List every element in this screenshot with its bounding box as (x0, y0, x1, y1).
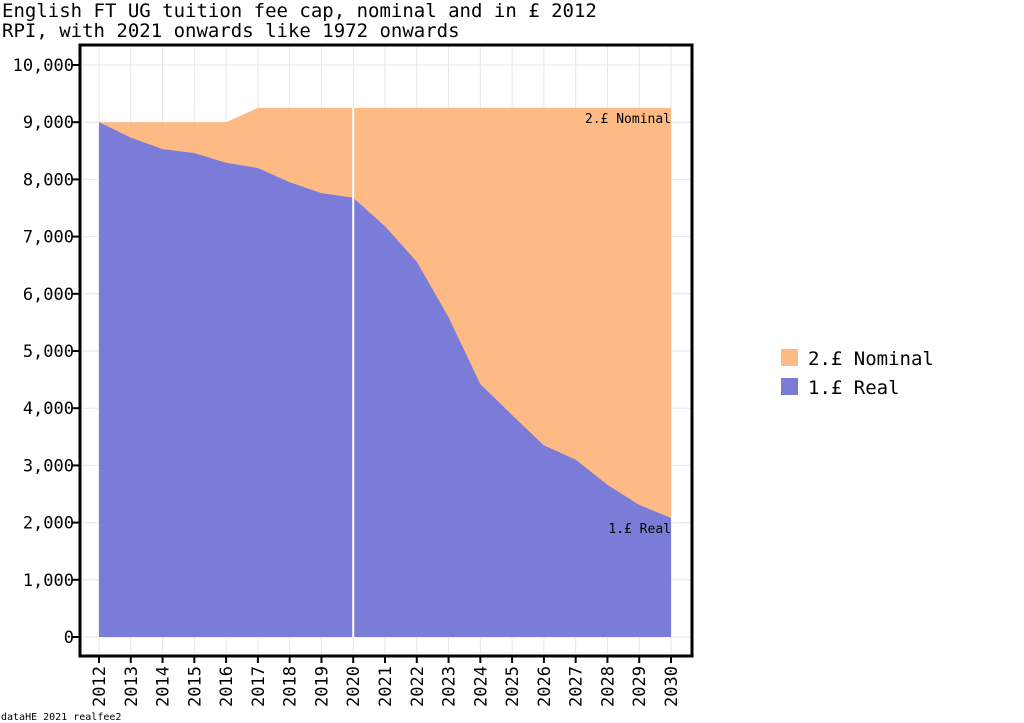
chart-title-line-1: English FT UG tuition fee cap, nominal a… (2, 0, 597, 22)
x-tick-label-2028: 2028 (598, 666, 618, 707)
area-series-1-real (99, 122, 671, 637)
y-tick-label-4000: 4,000 (23, 399, 74, 419)
legend-label-real: 1.£ Real (808, 377, 900, 399)
y-tick-label-2000: 2,000 (23, 514, 74, 534)
chart-title-line-2: RPI, with 2021 onwards like 1972 onwards (2, 20, 460, 42)
x-tick-label-2026: 2026 (535, 666, 555, 707)
y-tick-label-7000: 7,000 (23, 228, 74, 248)
x-tick-label-2016: 2016 (217, 666, 237, 707)
x-tick-label-2022: 2022 (408, 666, 428, 707)
x-tick-label-2014: 2014 (154, 666, 174, 707)
y-tick-label-9000: 9,000 (23, 113, 74, 133)
x-tick-label-2013: 2013 (122, 666, 142, 707)
x-tick-label-2025: 2025 (503, 666, 523, 707)
x-tick-label-2015: 2015 (185, 666, 205, 707)
y-tick-label-10000: 10,000 (13, 56, 74, 76)
y-tick-label-8000: 8,000 (23, 170, 74, 190)
y-axis: 0 1,000 2,000 3,000 4,000 5,000 6,000 7,000 8,00… (13, 56, 80, 648)
x-tick-label-2020: 2020 (344, 666, 364, 707)
y-tick-label-3000: 3,000 (23, 456, 74, 476)
annotation-2-nominal: 2.£ Nominal (585, 112, 671, 127)
legend-swatch-nominal (781, 349, 798, 366)
x-tick-label-2021: 2021 (376, 666, 396, 707)
x-tick-label-2018: 2018 (281, 666, 301, 707)
y-tick-label-1000: 1,000 (23, 571, 74, 591)
y-tick-label-6000: 6,000 (23, 285, 74, 305)
y-tick-label-5000: 5,000 (23, 342, 74, 362)
legend: 2.£ Nominal 1.£ Real (781, 348, 934, 399)
y-tick-label-0: 0 (64, 628, 74, 648)
x-tick-label-2017: 2017 (249, 666, 269, 707)
x-tick-label-2019: 2019 (312, 666, 332, 707)
x-tick-label-2030: 2030 (662, 666, 682, 707)
x-tick-label-2012: 2012 (90, 666, 110, 707)
source-caption: dataHE 2021 realfee2 (1, 712, 121, 723)
legend-label-nominal: 2.£ Nominal (808, 348, 934, 370)
annotation-1-real: 1.£ Real (608, 522, 671, 537)
legend-swatch-real (781, 378, 798, 395)
annotation-layer: 2.£ Nominal 1.£ Real (585, 112, 671, 537)
x-tick-label-2024: 2024 (471, 666, 491, 707)
area-layer (99, 107, 671, 637)
x-tick-label-2027: 2027 (567, 666, 587, 707)
x-tick-label-2023: 2023 (440, 666, 460, 707)
x-tick-label-2029: 2029 (630, 666, 650, 707)
x-axis: 2012 2013 2014 2015 2016 2017 2018 2019 2020 2021… (90, 656, 682, 707)
